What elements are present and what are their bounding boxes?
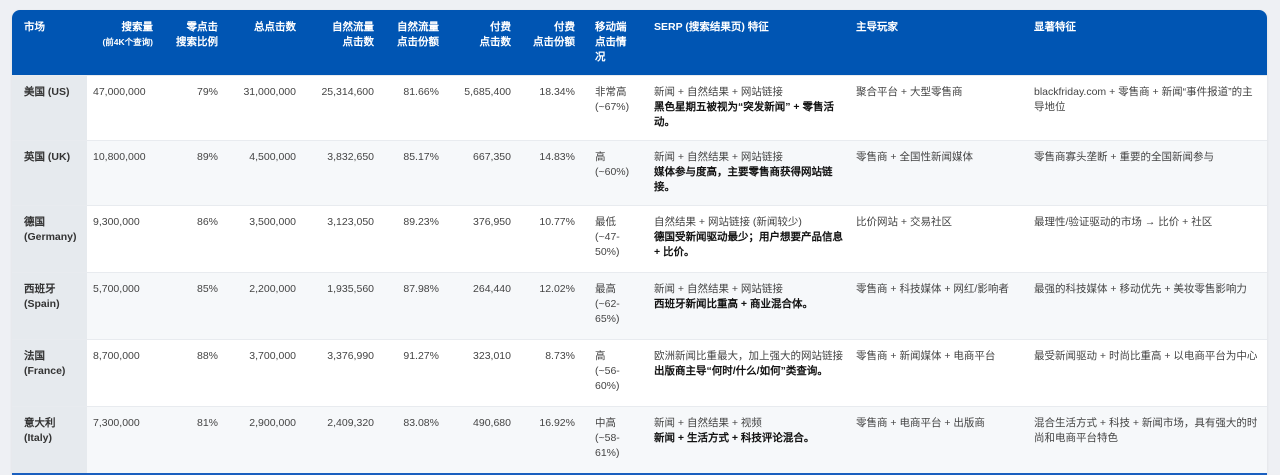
serp-cell: 新闻 + 自然结果 + 网站链接 黑色星期五被视为“突发新闻” + 零售活动。	[642, 75, 850, 141]
market-cell: 意大利 (Italy)	[12, 406, 87, 473]
market-cell: 法国 (France)	[12, 339, 87, 407]
market-comparison-table-card: 市场 搜索量 (前4K个查询) 零点击 搜索比例 总点击数 自然流量 点击数 自然流量…	[12, 10, 1267, 475]
players-cell: 比价网站 + 交易社区	[850, 205, 1028, 273]
paid-share-cell: 12.02%	[517, 272, 581, 340]
paid-share-cell: 10.77%	[517, 205, 581, 273]
players-cell: 零售商 + 新闻媒体 + 电商平台	[850, 339, 1028, 407]
total-clicks-cell: 3,500,000	[224, 205, 302, 273]
header-paid-share: 付费 点击份额	[517, 10, 581, 76]
players-cell: 聚合平台 + 大型零售商	[850, 75, 1028, 141]
serp-cell: 新闻 + 自然结果 + 网站链接 西班牙新闻比重高 + 商业混合体。	[642, 272, 850, 340]
total-clicks-cell: 3,700,000	[224, 339, 302, 407]
zero-click-cell: 79%	[159, 75, 224, 141]
mobile-cell: 中高 (~58-61%)	[581, 406, 642, 473]
header-row: 市场 搜索量 (前4K个查询) 零点击 搜索比例 总点击数 自然流量 点击数 自然流量…	[12, 10, 1267, 76]
table-row: 西班牙 (Spain) 5,700,000 85% 2,200,000 1,93…	[12, 272, 1267, 340]
organic-clicks-cell: 3,832,650	[302, 140, 380, 206]
features-cell: 最受新闻驱动 + 时尚比重高 + 以电商平台为中心	[1028, 339, 1267, 407]
mobile-cell: 非常高 (~67%)	[581, 75, 642, 141]
paid-clicks-cell: 667,350	[445, 140, 517, 206]
mobile-cell: 最高 (~62-65%)	[581, 272, 642, 340]
market-comparison-table: 市场 搜索量 (前4K个查询) 零点击 搜索比例 总点击数 自然流量 点击数 自然流量…	[12, 10, 1267, 473]
paid-clicks-cell: 323,010	[445, 339, 517, 407]
features-cell: 最强的科技媒体 + 移动优先 + 美妆零售影响力	[1028, 272, 1267, 340]
zero-click-cell: 81%	[159, 406, 224, 473]
features-cell: 混合生活方式 + 科技 + 新闻市场，具有强大的时尚和电商平台特色	[1028, 406, 1267, 473]
organic-clicks-cell: 2,409,320	[302, 406, 380, 473]
header-search-volume: 搜索量 (前4K个查询)	[87, 10, 159, 76]
serp-cell: 欧洲新闻比重最大，加上强大的网站链接 出版商主导“何时/什么/如何”类查询。	[642, 339, 850, 407]
serp-cell: 新闻 + 自然结果 + 网站链接 媒体参与度高，主要零售商获得网站链接。	[642, 140, 850, 206]
table-row: 德国 (Germany) 9,300,000 86% 3,500,000 3,1…	[12, 205, 1267, 273]
players-cell: 零售商 + 全国性新闻媒体	[850, 140, 1028, 206]
paid-share-cell: 16.92%	[517, 406, 581, 473]
zero-click-cell: 86%	[159, 205, 224, 273]
organic-share-cell: 85.17%	[380, 140, 445, 206]
serp-cell: 自然结果 + 网站链接 (新闻较少) 德国受新闻驱动最少；用户想要产品信息 + 比…	[642, 205, 850, 273]
search-volume-cell: 9,300,000	[87, 205, 159, 273]
header-zero-click: 零点击 搜索比例	[159, 10, 224, 76]
total-clicks-cell: 4,500,000	[224, 140, 302, 206]
players-cell: 零售商 + 电商平台 + 出版商	[850, 406, 1028, 473]
header-total-clicks: 总点击数	[224, 10, 302, 76]
organic-share-cell: 91.27%	[380, 339, 445, 407]
header-features: 显著特征	[1028, 10, 1267, 76]
organic-share-cell: 89.23%	[380, 205, 445, 273]
zero-click-cell: 89%	[159, 140, 224, 206]
header-organic-share: 自然流量 点击份额	[380, 10, 445, 76]
table-row: 意大利 (Italy) 7,300,000 81% 2,900,000 2,40…	[12, 406, 1267, 473]
search-volume-cell: 5,700,000	[87, 272, 159, 340]
organic-clicks-cell: 1,935,560	[302, 272, 380, 340]
total-clicks-cell: 31,000,000	[224, 75, 302, 141]
players-cell: 零售商 + 科技媒体 + 网红/影响者	[850, 272, 1028, 340]
features-cell: 零售商寡头垄断 + 重要的全国新闻参与	[1028, 140, 1267, 206]
search-volume-cell: 7,300,000	[87, 406, 159, 473]
zero-click-cell: 85%	[159, 272, 224, 340]
paid-clicks-cell: 490,680	[445, 406, 517, 473]
features-cell: blackfriday.com + 零售商 + 新闻“事件报道”的主导地位	[1028, 75, 1267, 141]
search-volume-cell: 8,700,000	[87, 339, 159, 407]
header-serp: SERP (搜索结果页) 特征	[642, 10, 850, 76]
mobile-cell: 最低 (~47-50%)	[581, 205, 642, 273]
total-clicks-cell: 2,900,000	[224, 406, 302, 473]
mobile-cell: 高 (~60%)	[581, 140, 642, 206]
header-players: 主导玩家	[850, 10, 1028, 76]
paid-clicks-cell: 376,950	[445, 205, 517, 273]
search-volume-cell: 10,800,000	[87, 140, 159, 206]
serp-cell: 新闻 + 自然结果 + 视频 新闻 + 生活方式 + 科技评论混合。	[642, 406, 850, 473]
paid-clicks-cell: 5,685,400	[445, 75, 517, 141]
mobile-cell: 高 (~56-60%)	[581, 339, 642, 407]
organic-share-cell: 87.98%	[380, 272, 445, 340]
table-row: 法国 (France) 8,700,000 88% 3,700,000 3,37…	[12, 339, 1267, 407]
zero-click-cell: 88%	[159, 339, 224, 407]
organic-clicks-cell: 3,376,990	[302, 339, 380, 407]
paid-share-cell: 14.83%	[517, 140, 581, 206]
organic-share-cell: 81.66%	[380, 75, 445, 141]
header-market: 市场	[12, 10, 87, 76]
paid-share-cell: 18.34%	[517, 75, 581, 141]
table-row: 英国 (UK) 10,800,000 89% 4,500,000 3,832,6…	[12, 140, 1267, 206]
paid-clicks-cell: 264,440	[445, 272, 517, 340]
market-cell: 英国 (UK)	[12, 140, 87, 206]
paid-share-cell: 8.73%	[517, 339, 581, 407]
header-mobile: 移动端 点击情况	[581, 10, 642, 76]
search-volume-cell: 47,000,000	[87, 75, 159, 141]
market-cell: 德国 (Germany)	[12, 205, 87, 273]
header-paid-clicks: 付费 点击数	[445, 10, 517, 76]
header-organic-clicks: 自然流量 点击数	[302, 10, 380, 76]
organic-share-cell: 83.08%	[380, 406, 445, 473]
market-cell: 西班牙 (Spain)	[12, 272, 87, 340]
total-clicks-cell: 2,200,000	[224, 272, 302, 340]
organic-clicks-cell: 3,123,050	[302, 205, 380, 273]
market-cell: 美国 (US)	[12, 75, 87, 141]
table-row: 美国 (US) 47,000,000 79% 31,000,000 25,314…	[12, 75, 1267, 141]
organic-clicks-cell: 25,314,600	[302, 75, 380, 141]
features-cell: 最理性/验证驱动的市场 → 比价 + 社区	[1028, 205, 1267, 273]
